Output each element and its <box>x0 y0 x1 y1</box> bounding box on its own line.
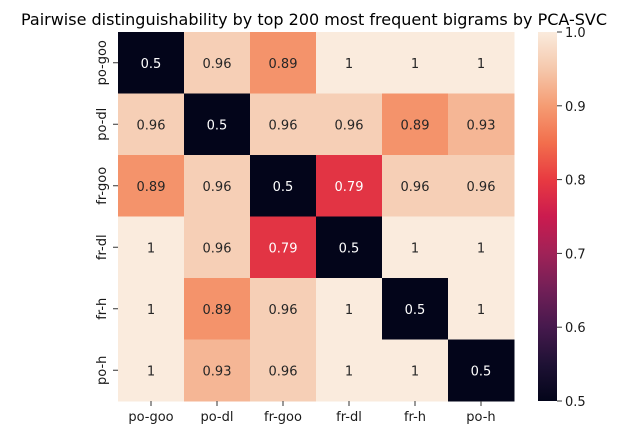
cell-label: 1 <box>345 303 353 318</box>
heatmap-cell <box>118 32 185 94</box>
heatmap-cell <box>316 155 383 217</box>
cell-label: 0.89 <box>137 180 166 195</box>
colorbar-tick-label: 0.6 <box>565 321 586 336</box>
cell-label: 1 <box>411 364 419 379</box>
heatmap-cell <box>184 339 251 402</box>
cell-label: 0.96 <box>203 57 232 72</box>
heatmap-cell <box>316 32 383 94</box>
cell-label: 1 <box>345 57 353 72</box>
cell-label: 1 <box>147 303 155 318</box>
x-tick-label: fr-h <box>404 410 426 425</box>
x-axis-ticks: po-goo po-dl fr-goo fr-dl fr-h po-h <box>128 401 496 425</box>
y-tick-label: po-goo <box>95 40 110 85</box>
heatmap-cell <box>382 278 449 340</box>
cell-label: 0.96 <box>467 180 496 195</box>
heatmap-cell <box>448 93 515 156</box>
heatmap-cell <box>118 278 185 340</box>
colorbar-tick-label: 0.7 <box>565 247 586 262</box>
y-tick-label: po-h <box>95 356 110 385</box>
y-tick-label: po-dl <box>95 108 110 141</box>
cell-label: 0.96 <box>335 118 364 133</box>
x-tick-label: po-goo <box>128 410 173 425</box>
heatmap-cell <box>382 32 449 94</box>
heatmap-cell <box>316 216 383 279</box>
x-tick-label: po-dl <box>200 410 233 425</box>
chart-title: Pairwise distinguishability by top 200 m… <box>21 10 607 29</box>
cell-label: 1 <box>477 303 485 318</box>
heatmap-cell <box>250 339 317 402</box>
cell-label: 1 <box>147 364 155 379</box>
cell-label: 0.93 <box>203 364 232 379</box>
heatmap-cells: 0.5 0.96 0.89 1 1 1 0.96 0.5 0.96 0.96 0.89 0.93 0.8… <box>118 32 515 402</box>
cell-label: 0.5 <box>141 57 162 72</box>
heatmap-cell <box>448 278 515 340</box>
cell-label: 0.96 <box>137 118 166 133</box>
heatmap-cell <box>250 93 317 156</box>
cell-label: 0.89 <box>269 57 298 72</box>
cell-label: 0.96 <box>269 364 298 379</box>
y-axis-ticks: po-goo po-dl fr-goo fr-dl fr-h po-h <box>95 40 118 385</box>
cell-label: 0.96 <box>203 180 232 195</box>
colorbar: 0.5 0.6 0.7 0.8 0.9 1.0 <box>538 26 586 410</box>
heatmap-cell <box>118 155 185 217</box>
heatmap-cell <box>448 32 515 94</box>
cell-label: 0.89 <box>203 303 232 318</box>
cell-label: 1 <box>477 241 485 256</box>
heatmap-cell <box>118 339 185 402</box>
heatmap-cell <box>382 155 449 217</box>
heatmap-cell <box>250 278 317 340</box>
heatmap-cell <box>184 93 251 156</box>
heatmap-cell <box>448 216 515 279</box>
cell-label: 0.5 <box>405 303 426 318</box>
colorbar-tick-label: 0.8 <box>565 174 586 189</box>
cell-label: 0.5 <box>207 118 228 133</box>
x-tick-label: fr-dl <box>336 410 362 425</box>
colorbar-gradient <box>538 32 557 401</box>
heatmap-cell <box>448 155 515 217</box>
heatmap-cell <box>118 93 185 156</box>
cell-label: 0.96 <box>269 118 298 133</box>
cell-label: 0.96 <box>401 180 430 195</box>
heatmap-cell <box>250 216 317 279</box>
heatmap-cell <box>184 32 251 94</box>
heatmap-cell <box>184 216 251 279</box>
x-tick-label: po-h <box>466 410 495 425</box>
cell-label: 0.89 <box>401 118 430 133</box>
heatmap-cell <box>250 155 317 217</box>
cell-label: 0.5 <box>273 180 294 195</box>
heatmap-cell <box>382 339 449 402</box>
colorbar-tick-label: 1.0 <box>565 26 586 41</box>
x-tick-label: fr-goo <box>264 410 302 425</box>
colorbar-tick-label: 0.9 <box>565 100 586 115</box>
heatmap-cell <box>448 339 515 402</box>
cell-label: 1 <box>411 57 419 72</box>
cell-label: 0.5 <box>471 364 492 379</box>
cell-label: 1 <box>477 57 485 72</box>
heatmap-cell <box>316 93 383 156</box>
y-tick-label: fr-goo <box>95 167 110 205</box>
cell-label: 0.79 <box>335 180 364 195</box>
y-tick-label: fr-dl <box>95 234 110 260</box>
heatmap-cell <box>118 216 185 279</box>
cell-label: 0.93 <box>467 118 496 133</box>
cell-label: 1 <box>147 241 155 256</box>
heatmap-cell <box>382 93 449 156</box>
heatmap-cell <box>316 339 383 402</box>
cell-label: 1 <box>345 364 353 379</box>
cell-label: 1 <box>411 241 419 256</box>
cell-label: 0.79 <box>269 241 298 256</box>
cell-label: 0.5 <box>339 241 360 256</box>
heatmap-cell <box>184 278 251 340</box>
heatmap-cell <box>382 216 449 279</box>
cell-label: 0.96 <box>269 303 298 318</box>
colorbar-tick-label: 0.5 <box>565 395 586 410</box>
heatmap-cell <box>316 278 383 340</box>
y-tick-label: fr-h <box>95 298 110 320</box>
heatmap-cell <box>184 155 251 217</box>
cell-label: 0.96 <box>203 241 232 256</box>
heatmap-cell <box>250 32 317 94</box>
